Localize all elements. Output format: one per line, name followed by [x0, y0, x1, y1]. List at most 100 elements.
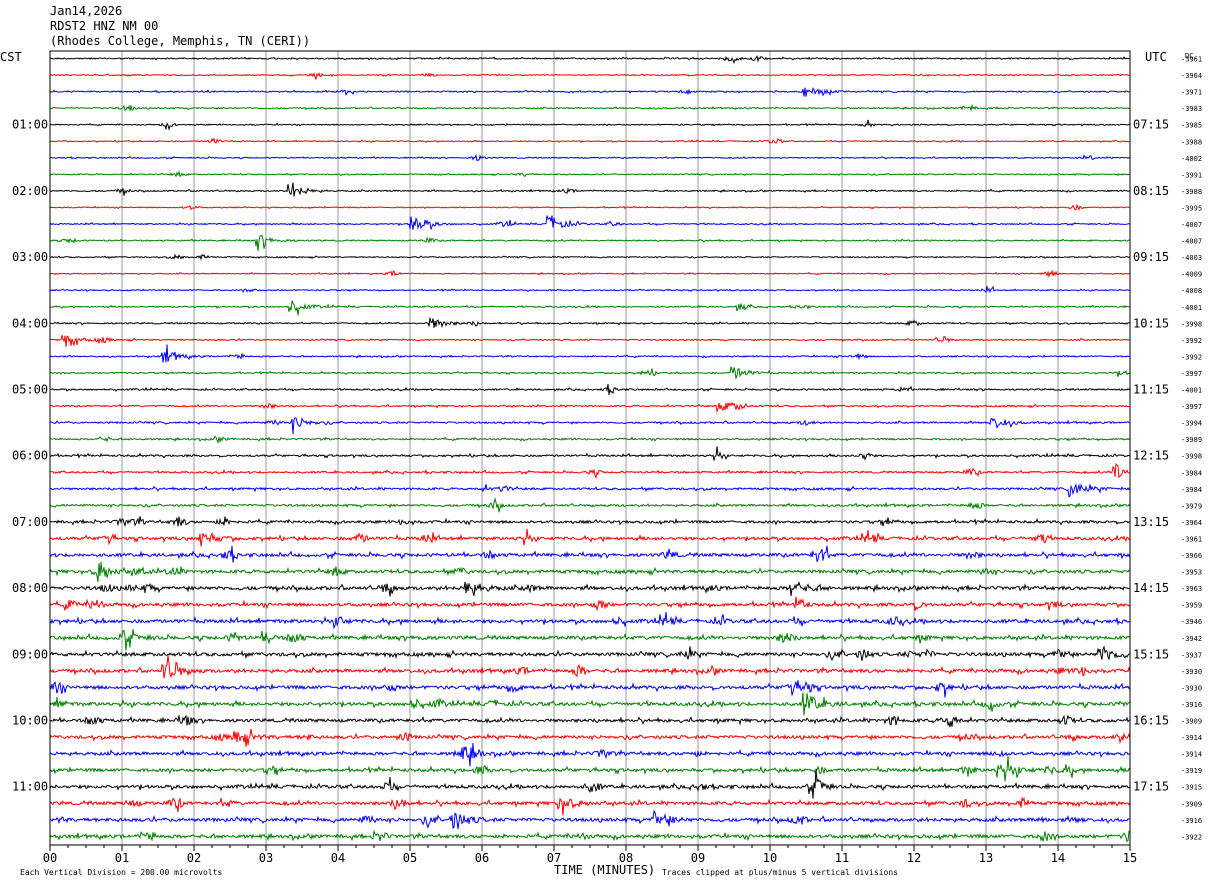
trace-row [49, 728, 1131, 747]
trace-row [50, 170, 1131, 178]
dc-offset-label: -3995 [1181, 204, 1202, 212]
cst-hour-label: 04:00 [12, 316, 48, 330]
dc-offset-label: -3916 [1181, 701, 1202, 709]
trace-row [49, 714, 1131, 728]
trace-row [49, 528, 1131, 547]
dc-offset-label: -3997 [1181, 370, 1202, 378]
trace-row [49, 300, 1131, 316]
trace-row [49, 580, 1131, 597]
trace-row [49, 269, 1131, 279]
x-tick-label: 00 [43, 851, 57, 865]
trace-row [50, 235, 1131, 252]
cst-hour-label: 10:00 [12, 714, 48, 728]
trace-row [49, 611, 1131, 630]
dc-offset-label: -3914 [1181, 751, 1202, 759]
trace-row [49, 137, 1131, 145]
header-date: Jan14,2026 [50, 4, 123, 18]
trace-row [49, 215, 1131, 230]
header-station: RDST2 HNZ NM 00 [50, 19, 159, 33]
dc-offset-label: -3992 [1181, 353, 1202, 361]
x-tick-label: 04 [331, 851, 345, 865]
trace-row [49, 496, 1131, 513]
dc-offset-label: -3916 [1181, 817, 1202, 825]
dc-offset-label: -3953 [1181, 569, 1202, 577]
cst-hour-label: 09:00 [12, 647, 48, 661]
trace-row [49, 103, 1131, 112]
trace-row [49, 285, 1131, 294]
dc-label: DC [1185, 52, 1193, 60]
x-tick-label: 08 [619, 851, 633, 865]
cst-hour-label: 08:00 [12, 581, 48, 595]
utc-hour-label: 14:15 [1133, 581, 1169, 595]
trace-row [49, 417, 1131, 435]
trace-row [49, 692, 1131, 716]
dc-offset-label: -3984 [1181, 486, 1202, 494]
dc-offset-label: -3964 [1181, 72, 1202, 80]
dc-offset-label: -3985 [1181, 122, 1202, 130]
trace-row [49, 645, 1131, 662]
dc-offset-label: -3983 [1181, 105, 1202, 113]
dc-offset-label: -3998 [1181, 453, 1202, 461]
trace-row [49, 253, 1131, 261]
trace-row [49, 562, 1131, 582]
trace-row [50, 317, 1131, 329]
plot-frame [49, 50, 1131, 846]
trace-row [49, 87, 1131, 97]
dc-offset-label: -3922 [1181, 833, 1202, 841]
dc-offset-label: -3937 [1181, 651, 1202, 659]
dc-offset-label: -4007 [1181, 221, 1202, 229]
dc-offset-label: -3914 [1181, 734, 1202, 742]
utc-hour-label: 10:15 [1133, 316, 1169, 330]
dc-offset-label: -3964 [1181, 519, 1202, 527]
dc-offset-label: -4003 [1181, 254, 1202, 262]
trace-row [49, 384, 1131, 395]
trace-row [50, 401, 1131, 414]
trace-row [49, 446, 1131, 461]
dc-offset-label: -3961 [1181, 56, 1202, 64]
trace-row [49, 462, 1131, 479]
utc-hour-label: 13:15 [1133, 515, 1169, 529]
dc-offset-label: -3909 [1181, 800, 1202, 808]
dc-offset-label: -4008 [1181, 287, 1202, 295]
trace-row [49, 516, 1131, 528]
trace-row [49, 366, 1131, 380]
trace-row [49, 680, 1131, 698]
dc-offset-label: -3909 [1181, 718, 1202, 726]
x-tick-label: 11 [835, 851, 849, 865]
dc-offset-label: -3959 [1181, 602, 1202, 610]
dc-offset-label: -4001 [1181, 304, 1202, 312]
dc-offset-label: -3919 [1181, 767, 1202, 775]
dc-offset-label: -4002 [1181, 155, 1202, 163]
trace-row [49, 72, 1131, 80]
trace-row [49, 809, 1131, 830]
trace-row [49, 483, 1131, 498]
trace-row [49, 154, 1131, 162]
x-tick-label: 09 [691, 851, 705, 865]
trace-row [49, 742, 1131, 767]
x-tick-label: 07 [547, 851, 561, 865]
trace-row [49, 545, 1131, 563]
trace-row [49, 334, 1131, 347]
dc-offset-label: -3930 [1181, 684, 1202, 692]
x-tick-label: 01 [115, 851, 129, 865]
dc-offset-label: -3988 [1181, 188, 1202, 196]
dc-offset-label: -3942 [1181, 635, 1202, 643]
x-tick-label: 15 [1123, 851, 1137, 865]
x-tick-label: 03 [259, 851, 273, 865]
x-tick-label: 14 [1051, 851, 1065, 865]
trace-row [49, 344, 1131, 363]
trace-row [49, 435, 1131, 445]
dc-offset-label: -3961 [1181, 535, 1202, 543]
dc-offset-label: -3998 [1181, 320, 1202, 328]
dc-offset-label: -3946 [1181, 618, 1202, 626]
scale-note: Each Vertical Division = 200.00 microvol… [20, 868, 222, 877]
clip-note: Traces clipped at plus/minus 5 vertical … [662, 868, 898, 877]
trace-row [49, 596, 1131, 612]
trace-row [49, 655, 1131, 679]
utc-hour-label: 08:15 [1133, 184, 1169, 198]
x-tick-label: 12 [907, 851, 921, 865]
right-axis-label: UTC [1145, 50, 1167, 64]
x-tick-label: 06 [475, 851, 489, 865]
dc-offset-label: -3994 [1181, 420, 1202, 428]
